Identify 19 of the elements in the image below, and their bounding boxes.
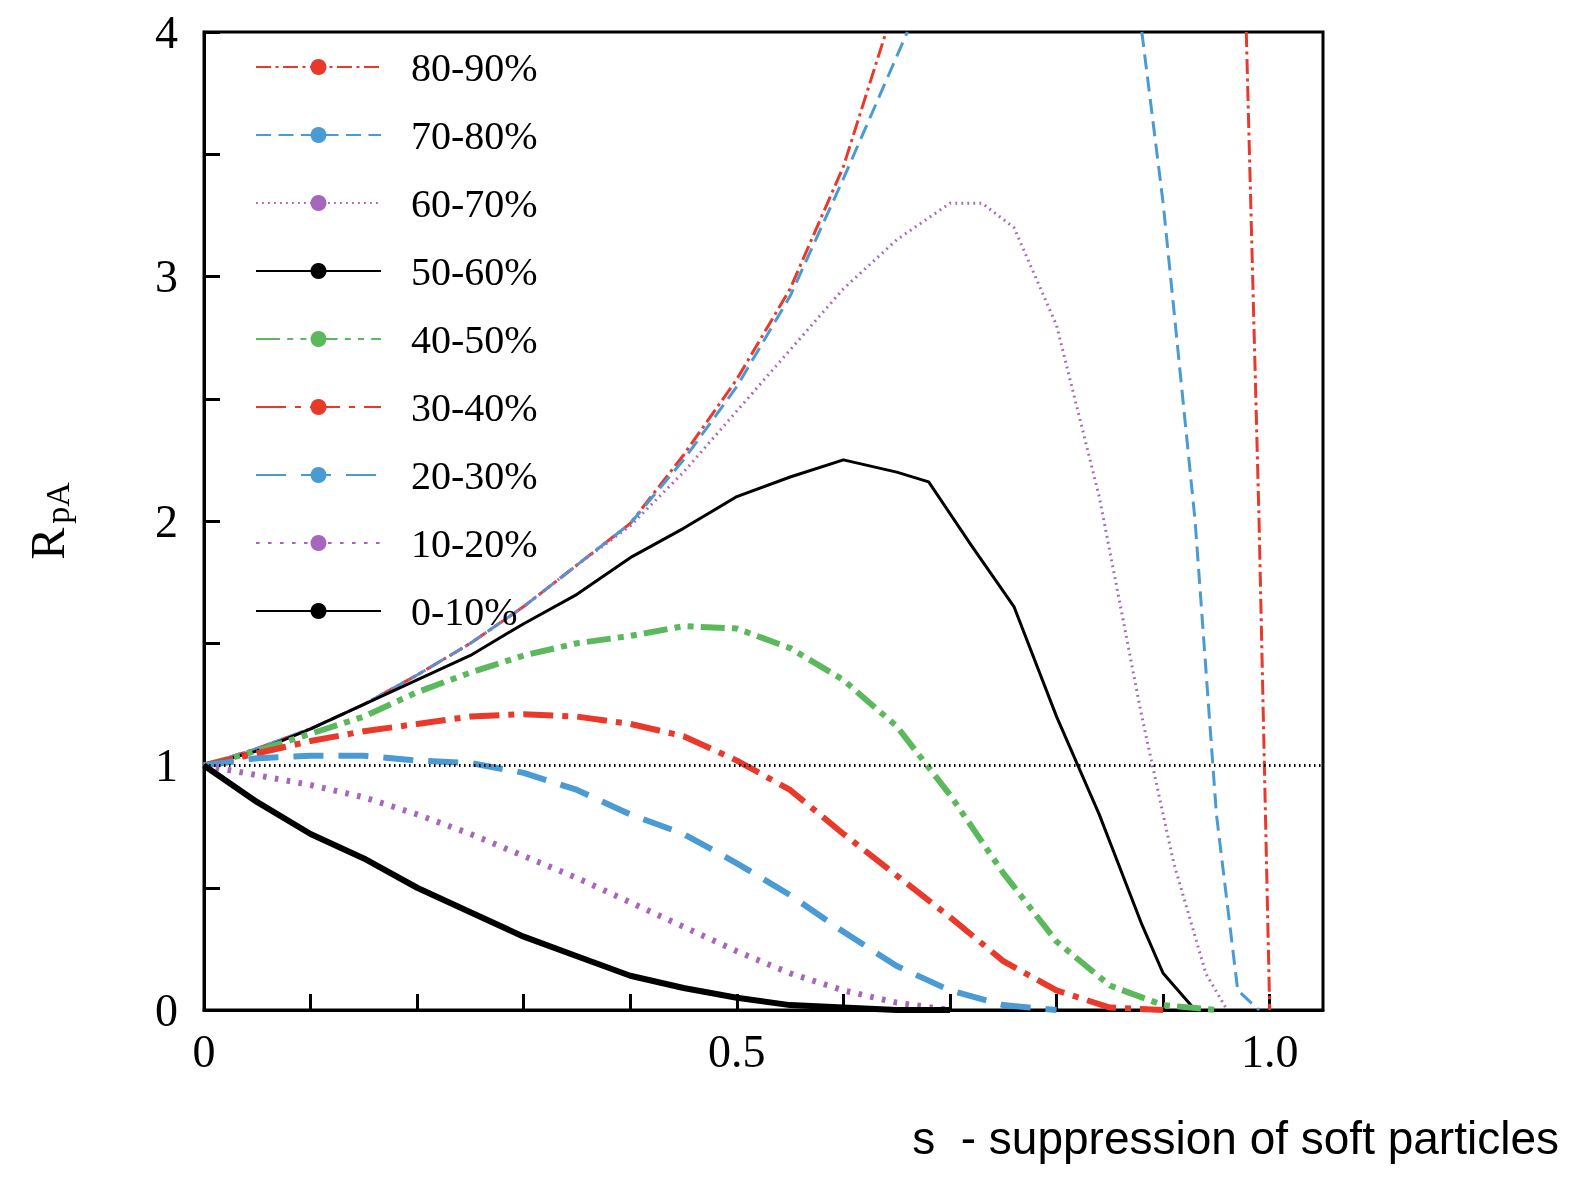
legend-label: 70-80% <box>411 112 538 158</box>
x-tick-label: 0.5 <box>708 1025 766 1077</box>
legend-label: 10-20% <box>411 520 538 566</box>
y-tick-label: 2 <box>155 495 178 547</box>
y-tick-label: 3 <box>155 251 178 302</box>
y-tick-label: 1 <box>155 740 178 791</box>
legend-label: 20-30% <box>411 452 538 498</box>
y-tick-label: 0 <box>155 984 178 1036</box>
legend-label: 30-40% <box>411 384 538 430</box>
y-tick-label: 4 <box>155 6 178 58</box>
legend-label: 60-70% <box>411 180 538 226</box>
legend-label: 80-90% <box>411 44 538 90</box>
x-tick-label: 1.0 <box>1240 1025 1299 1077</box>
x-axis-title: s - suppression of soft particles <box>912 1112 1559 1164</box>
legend-label: 50-60% <box>411 248 538 294</box>
legend-label: 0-10% <box>411 588 518 634</box>
legend-label: 40-50% <box>411 316 538 362</box>
y-axis-title: RpA <box>20 481 76 560</box>
x-tick-label: 0 <box>192 1025 216 1077</box>
